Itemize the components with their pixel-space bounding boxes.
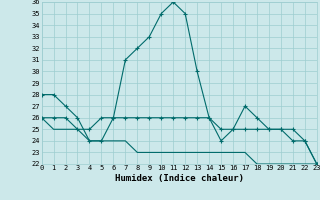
X-axis label: Humidex (Indice chaleur): Humidex (Indice chaleur) <box>115 174 244 183</box>
